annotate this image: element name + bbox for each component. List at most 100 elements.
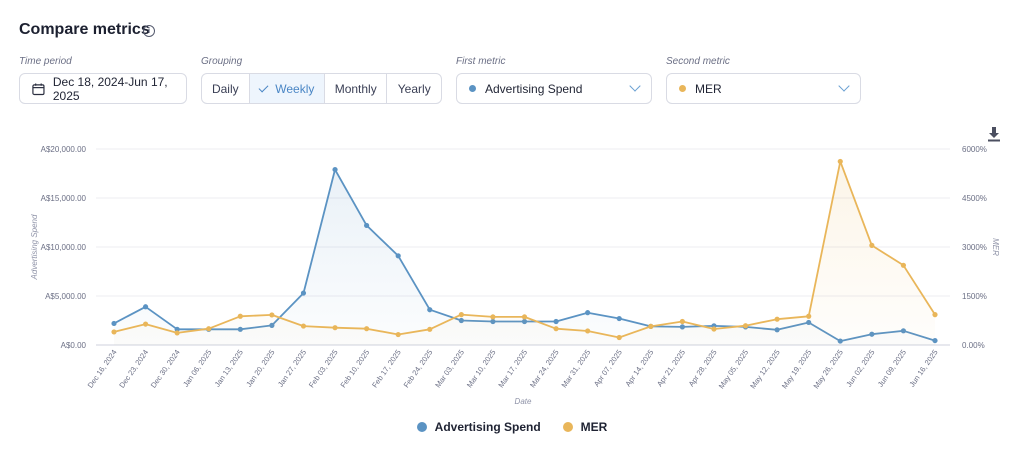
y-left-tick-label: A$0.00: [61, 341, 87, 350]
y-right-tick-label: 3000%: [962, 243, 987, 252]
data-point-mer: [616, 334, 622, 341]
x-tick-label: Jan 13, 2025: [213, 348, 245, 389]
second-metric-label: Second metric: [666, 56, 730, 67]
data-point-advertising-spend: [553, 318, 559, 325]
data-point-mer: [174, 330, 180, 336]
x-tick-label: May 12, 2025: [748, 348, 781, 390]
x-tick-label: Jun 16, 2025: [907, 348, 939, 389]
y-right-axis-title: MER: [991, 238, 1000, 256]
first-metric-color-dot: [469, 85, 476, 92]
data-point-mer: [206, 326, 212, 332]
x-tick-label: Feb 10, 2025: [339, 348, 372, 389]
y-right-tick-label: 1500%: [962, 292, 987, 301]
y-right-tick-label: 6000%: [962, 145, 987, 154]
data-point-mer: [521, 314, 528, 320]
data-point-advertising-spend: [111, 320, 117, 327]
data-point-mer: [458, 312, 464, 318]
data-point-mer: [427, 326, 433, 332]
y-right-tick-label: 0.00%: [962, 341, 985, 350]
x-tick-label: Feb 24, 2025: [402, 348, 435, 389]
y-left-tick-label: A$15,000.00: [41, 194, 87, 203]
data-point-advertising-spend: [585, 310, 591, 316]
legend-label-mer: MER: [580, 420, 608, 434]
data-point-mer: [742, 323, 749, 329]
x-tick-label: Jan 06, 2025: [181, 348, 213, 389]
data-point-mer: [111, 329, 117, 335]
date-range-picker[interactable]: Dec 18, 2024-Jun 17, 2025: [19, 73, 187, 104]
data-point-mer: [490, 314, 496, 320]
info-icon[interactable]: i: [143, 25, 155, 37]
x-tick-label: Feb 17, 2025: [370, 348, 403, 389]
data-point-mer: [900, 262, 907, 268]
grouping-segmented-control: Daily Weekly Monthly Yearly: [201, 73, 442, 104]
data-point-mer: [237, 313, 243, 319]
grouping-label: Grouping: [201, 56, 243, 67]
x-tick-label: May 26, 2025: [811, 348, 844, 390]
legend-label-advertising-spend: Advertising Spend: [434, 420, 541, 434]
time-period-label: Time period: [19, 56, 72, 67]
first-metric-label: First metric: [456, 56, 506, 67]
x-tick-label: Jun 02, 2025: [844, 348, 876, 389]
data-point-advertising-spend: [332, 166, 338, 173]
grouping-option-yearly[interactable]: Yearly: [397, 81, 431, 96]
x-tick-label: Jun 09, 2025: [876, 348, 908, 389]
x-tick-label: Feb 03, 2025: [307, 348, 340, 389]
data-point-mer: [679, 318, 685, 325]
series-area-advertising-spend: [114, 169, 935, 345]
data-point-advertising-spend: [174, 326, 180, 332]
legend-dot-mer: [562, 422, 573, 432]
legend-item-advertising-spend[interactable]: Advertising Spend: [416, 420, 541, 434]
first-metric-value: Advertising Spend: [485, 81, 583, 96]
x-tick-label: Apr 21, 2025: [655, 348, 687, 388]
x-axis-title: Date: [515, 397, 532, 406]
data-point-mer: [774, 316, 780, 322]
y-left-tick-label: A$20,000.00: [41, 145, 87, 154]
data-point-mer: [142, 321, 149, 327]
x-tick-label: Apr 14, 2025: [623, 348, 655, 388]
y-left-tick-label: A$5,000.00: [45, 292, 86, 301]
x-tick-label: Mar 24, 2025: [528, 348, 561, 389]
page-title: Compare metrics: [19, 21, 150, 38]
x-tick-label: Dec 16, 2024: [86, 348, 119, 390]
y-left-axis-title: Advertising Spend: [30, 214, 39, 280]
calendar-icon: [32, 82, 45, 95]
y-left-tick-label: A$10,000.00: [41, 243, 87, 252]
chart-legend: Advertising Spend MER: [0, 420, 1024, 434]
x-tick-label: Jan 27, 2025: [276, 348, 308, 389]
first-metric-select[interactable]: Advertising Spend: [456, 73, 652, 104]
data-point-mer: [837, 158, 843, 165]
grouping-option-weekly[interactable]: Weekly: [249, 74, 325, 103]
data-point-advertising-spend: [364, 222, 370, 229]
data-point-mer: [364, 326, 370, 332]
x-tick-label: May 05, 2025: [717, 348, 750, 390]
grouping-option-weekly-label: Weekly: [275, 81, 315, 96]
x-tick-label: Apr 28, 2025: [687, 348, 719, 388]
x-tick-label: Dec 23, 2024: [117, 348, 150, 390]
data-point-mer: [932, 312, 938, 318]
x-tick-label: Mar 10, 2025: [465, 348, 498, 389]
data-point-mer: [332, 325, 338, 331]
data-point-advertising-spend: [300, 290, 307, 296]
x-tick-label: May 19, 2025: [780, 348, 813, 390]
data-point-mer: [585, 328, 591, 334]
data-point-mer: [806, 313, 812, 319]
x-tick-label: Mar 31, 2025: [560, 348, 593, 389]
data-point-mer: [300, 323, 307, 329]
data-point-advertising-spend: [395, 253, 401, 259]
x-tick-label: Jan 20, 2025: [244, 348, 276, 389]
download-icon[interactable]: [986, 126, 1002, 142]
x-tick-label: Apr 07, 2025: [592, 348, 624, 388]
second-metric-select[interactable]: MER: [666, 73, 861, 104]
y-right-tick-label: 4500%: [962, 194, 987, 203]
grouping-option-monthly[interactable]: Monthly: [325, 74, 388, 103]
data-point-advertising-spend: [616, 315, 622, 322]
series-area-mer: [114, 161, 935, 345]
data-point-mer: [269, 312, 275, 318]
grouping-option-daily[interactable]: Daily: [202, 74, 250, 103]
legend-item-mer[interactable]: MER: [562, 420, 608, 434]
x-tick-label: Mar 03, 2025: [433, 348, 466, 389]
data-point-advertising-spend: [142, 304, 149, 310]
data-point-mer: [648, 323, 654, 329]
second-metric-value: MER: [695, 81, 722, 96]
x-tick-label: Mar 17, 2025: [496, 348, 529, 389]
